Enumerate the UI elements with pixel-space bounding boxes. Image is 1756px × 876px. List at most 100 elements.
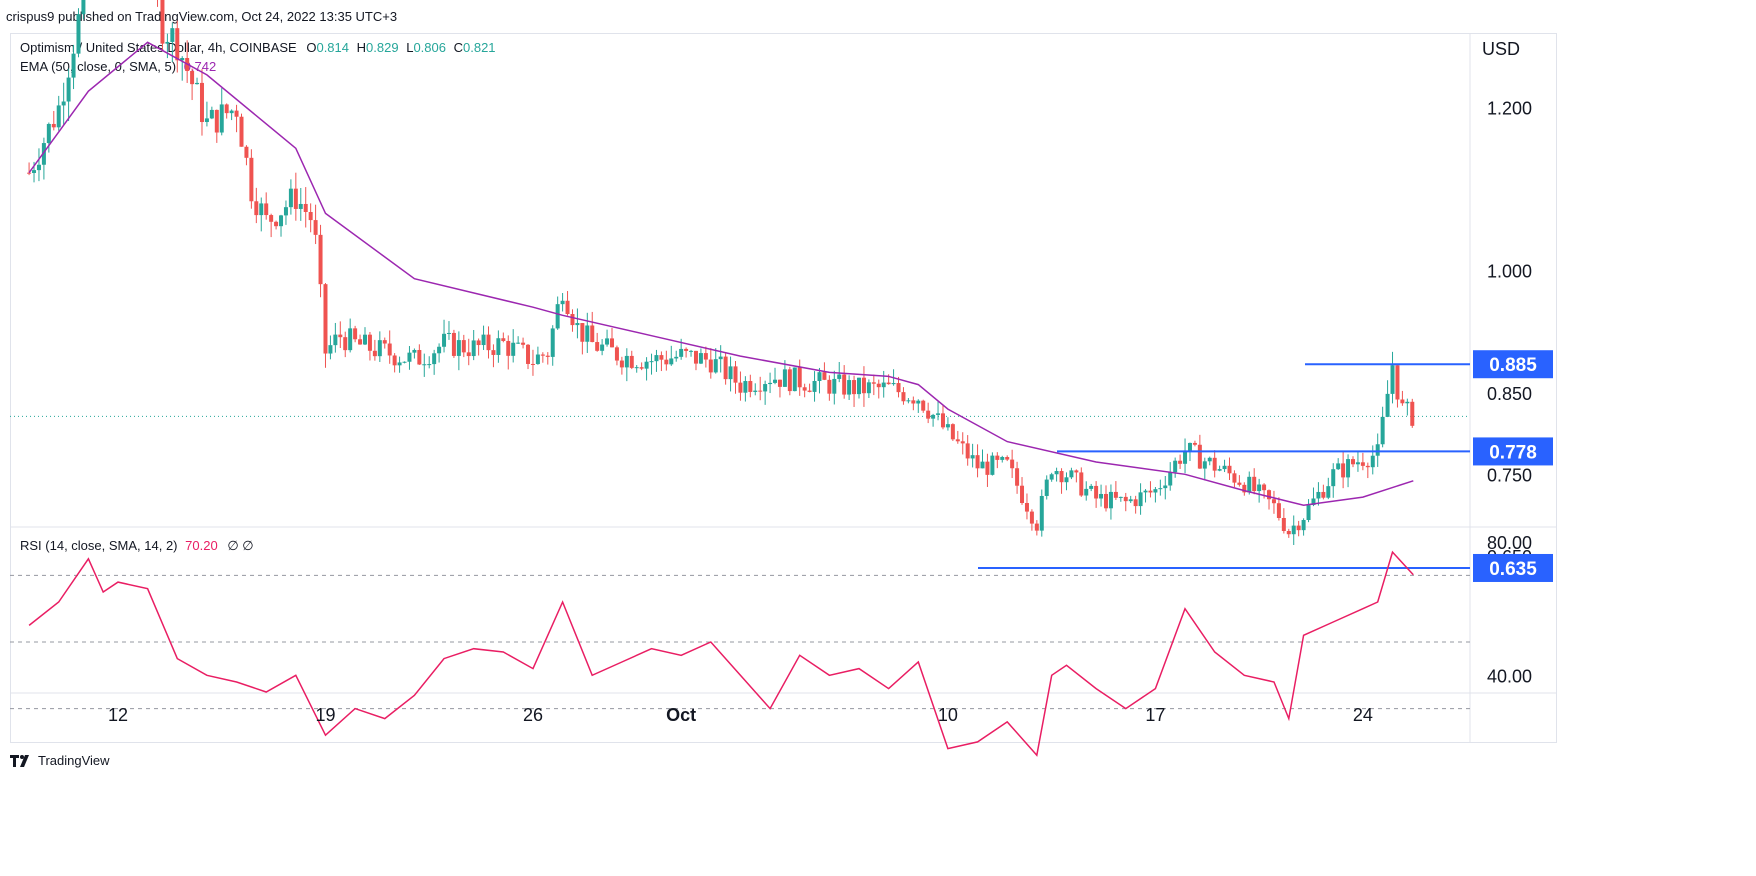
candle-body[interactable] [624,355,629,368]
candle-body[interactable] [36,164,41,171]
candle-body[interactable] [530,363,535,365]
candle-body[interactable] [239,116,244,147]
candle-body[interactable] [244,146,249,158]
candle-body[interactable] [649,361,654,363]
candle-body[interactable] [634,367,639,369]
candle-body[interactable] [886,382,891,385]
candle-body[interactable] [392,355,397,366]
candle-body[interactable] [1089,485,1094,489]
candle-body[interactable] [1286,530,1291,535]
candle-body[interactable] [338,334,343,338]
candle-body[interactable] [1262,484,1267,491]
candle-body[interactable] [1187,442,1192,451]
candle-body[interactable] [254,201,259,216]
candle-body[interactable] [679,348,684,357]
candle-body[interactable] [387,343,392,356]
candle-body[interactable] [1118,496,1123,498]
candle-body[interactable] [1360,462,1365,466]
chart-svg[interactable]: 1.4001.2001.0000.8500.7500.6500.8850.778… [0,0,1568,780]
candle-body[interactable] [209,109,214,119]
candle-body[interactable] [669,358,674,365]
candle-body[interactable] [926,410,931,419]
candle-body[interactable] [1094,485,1099,499]
candle-body[interactable] [51,123,56,128]
candle-body[interactable] [896,383,901,393]
candle-body[interactable] [1020,485,1025,503]
candle-body[interactable] [585,325,590,342]
candle-body[interactable] [1074,470,1079,473]
candle-body[interactable] [921,400,926,411]
candle-body[interactable] [792,367,797,392]
candle-body[interactable] [521,342,526,345]
candle-body[interactable] [367,334,372,351]
candle-body[interactable] [1079,472,1084,496]
candle-body[interactable] [763,384,768,392]
candle-body[interactable] [417,349,422,365]
candle-body[interactable] [353,328,358,340]
candle-body[interactable] [911,400,916,404]
candle-body[interactable] [1183,450,1188,464]
candle-body[interactable] [1375,444,1380,456]
candle-body[interactable] [397,362,402,366]
candle-body[interactable] [545,355,550,357]
candle-body[interactable] [1370,455,1375,468]
candle-body[interactable] [1099,493,1104,499]
candle-body[interactable] [264,203,269,216]
candle-body[interactable] [486,334,491,351]
candle-body[interactable] [659,355,664,360]
candle-body[interactable] [590,325,595,343]
candle-body[interactable] [461,340,466,353]
candle-body[interactable] [1069,470,1074,478]
candle-body[interactable] [832,378,837,394]
candle-body[interactable] [965,443,970,459]
candle-body[interactable] [1232,473,1237,483]
candle-body[interactable] [274,221,279,227]
candle-body[interactable] [713,359,718,373]
rsi-legend[interactable]: RSI (14, close, SMA, 14, 2) 70.20 ∅ ∅ [20,538,254,554]
candle-body[interactable] [708,359,713,373]
candle-body[interactable] [535,354,540,365]
candle-body[interactable] [402,361,407,363]
candle-body[interactable] [748,381,753,392]
candle-body[interactable] [170,28,175,42]
candle-body[interactable] [1336,463,1341,470]
candle-body[interactable] [1380,416,1385,445]
candle-body[interactable] [1084,488,1089,496]
candle-body[interactable] [422,364,427,366]
candle-body[interactable] [718,356,723,360]
candle-body[interactable] [279,215,284,227]
candle-body[interactable] [1296,525,1301,531]
candle-body[interactable] [639,367,644,369]
candle-body[interactable] [570,314,575,326]
candle-body[interactable] [27,172,32,174]
candle-body[interactable] [229,110,234,114]
candle-body[interactable] [1365,465,1370,468]
candle-body[interactable] [610,338,614,348]
candle-body[interactable] [382,340,387,344]
candle-body[interactable] [328,345,333,354]
candle-body[interactable] [1326,486,1331,498]
candle-body[interactable] [234,110,239,117]
candle-body[interactable] [1405,401,1410,404]
tradingview-brand[interactable]: TradingView [10,753,110,768]
candle-body[interactable] [269,215,274,222]
candle-body[interactable] [1242,484,1247,493]
candle-body[interactable] [1400,399,1405,404]
candle-body[interactable] [1108,491,1113,509]
candle-body[interactable] [466,352,471,357]
candle-body[interactable] [372,350,377,357]
candle-body[interactable] [970,455,975,459]
candle-body[interactable] [71,53,76,78]
candle-body[interactable] [1202,461,1207,469]
candle-body[interactable] [723,356,728,380]
candle-body[interactable] [1044,479,1049,496]
candle-body[interactable] [945,424,950,428]
candle-body[interactable] [1311,498,1316,506]
candle-body[interactable] [427,364,432,366]
candle-body[interactable] [1212,457,1217,471]
candle-body[interactable] [446,332,451,334]
candle-body[interactable] [852,380,857,395]
candle-body[interactable] [1331,469,1336,487]
candle-body[interactable] [442,333,447,347]
candle-body[interactable] [160,0,165,44]
